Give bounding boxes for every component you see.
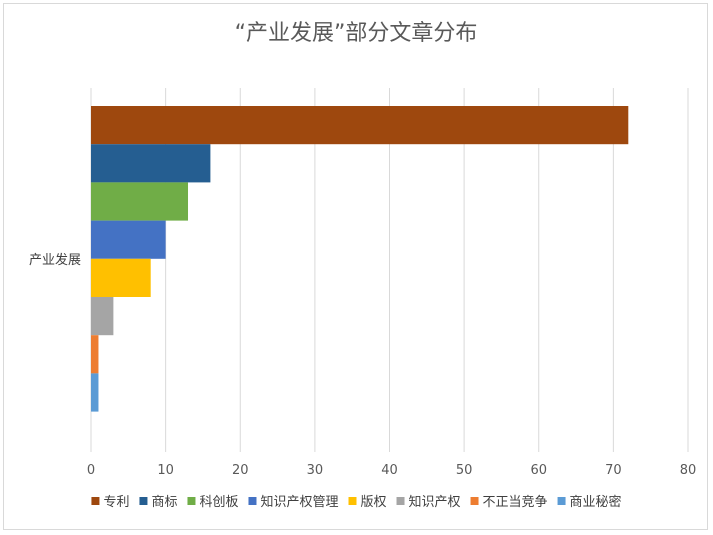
bar	[91, 220, 166, 259]
bar	[91, 373, 99, 412]
bars	[91, 106, 629, 412]
legend-swatch	[248, 497, 257, 505]
x-tick-label: 20	[232, 463, 249, 478]
legend-label: 不正当竞争	[483, 494, 548, 510]
x-tick-label: 60	[530, 463, 547, 478]
x-tick-label: 70	[605, 463, 622, 478]
x-tick-label: 80	[680, 463, 697, 478]
x-tick-label: 30	[307, 463, 324, 478]
bar	[91, 258, 151, 297]
x-tick-label: 0	[87, 463, 95, 478]
x-axis-ticks: 0 10 20 30 40 50 60 70 80	[87, 463, 696, 478]
bar	[91, 106, 629, 145]
bar	[91, 335, 99, 374]
legend-label: 科创板	[199, 495, 238, 510]
legend-swatch	[91, 497, 100, 505]
x-tick-label: 50	[456, 463, 473, 478]
legend-swatch	[139, 497, 148, 505]
legend-swatch	[348, 497, 357, 505]
legend-swatch	[557, 497, 566, 505]
legend-label: 知识产权管理	[260, 494, 338, 510]
legend-swatch	[470, 497, 479, 505]
legend-swatch	[187, 497, 196, 505]
category-label: 产业发展	[29, 252, 81, 268]
legend-label: 专利	[103, 495, 129, 510]
legend: 专利 商标 科创板 知识产权管理 版权 知识产权 不正当竞争 商业秘密	[91, 494, 622, 510]
chart-title: “产业发展”部分文章分布	[235, 21, 478, 46]
x-tick-label: 10	[157, 463, 174, 478]
bar	[91, 182, 189, 221]
legend-label: 版权	[361, 494, 387, 510]
bar	[91, 297, 114, 336]
legend-swatch	[396, 497, 405, 505]
legend-label: 知识产权	[409, 494, 461, 510]
bar	[91, 144, 211, 183]
x-tick-label: 40	[381, 463, 398, 478]
legend-label: 商标	[151, 495, 177, 510]
legend-label: 商业秘密	[570, 494, 622, 510]
